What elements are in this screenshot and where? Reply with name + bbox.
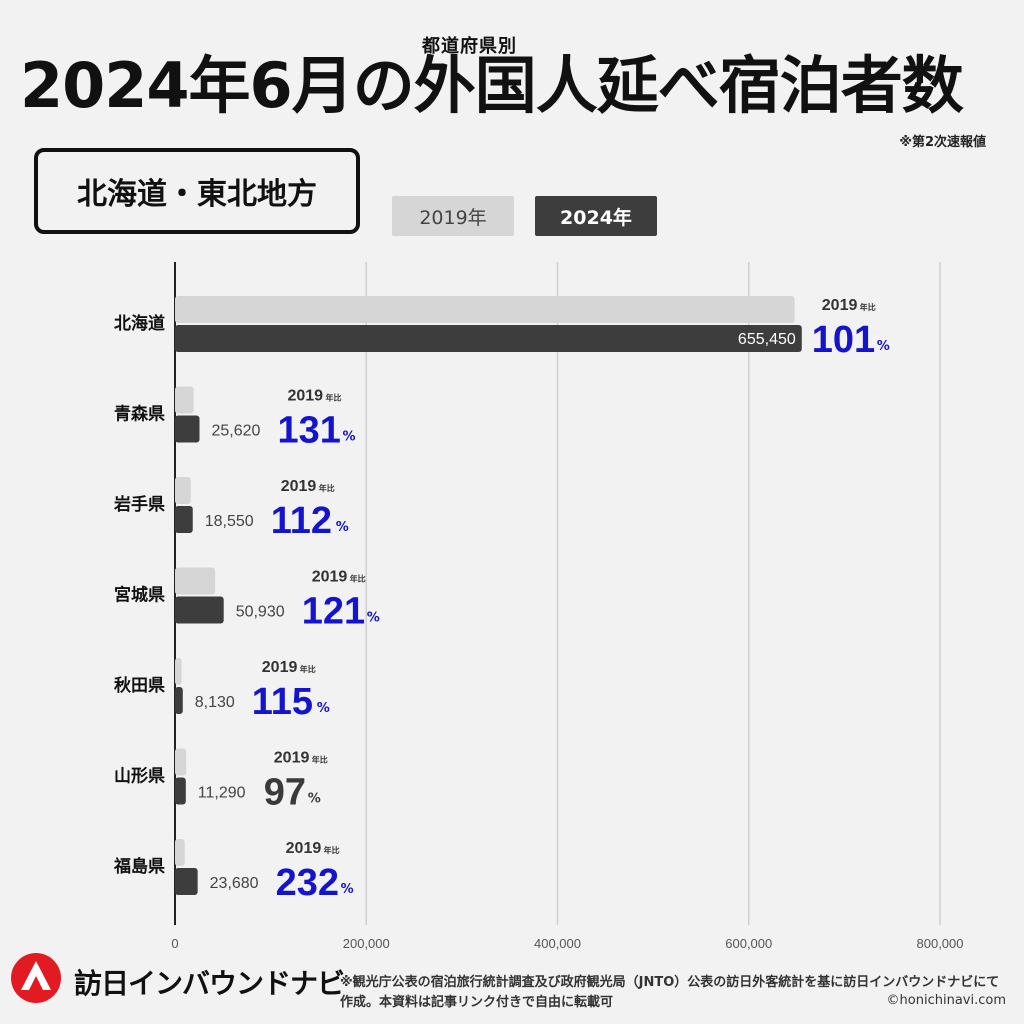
ratio-percent-sign: % <box>308 792 321 807</box>
value-label-2024: 25,620 <box>211 423 260 440</box>
ratio-value: 97 <box>264 772 306 814</box>
value-label-2024: 8,130 <box>195 694 235 711</box>
ratio-percent-sign: % <box>342 430 355 445</box>
region-label: 北海道・東北地方 <box>34 148 360 234</box>
legend-2019: 2019年 <box>392 196 514 236</box>
ratio-value: 121 <box>302 591 365 633</box>
category-label: 岩手県 <box>113 494 165 515</box>
brand-name: 訪日インバウンドナビ <box>74 967 345 1000</box>
category-label: 秋田県 <box>114 675 165 696</box>
x-tick-label: 0 <box>171 936 178 951</box>
ratio-value: 131 <box>277 410 340 452</box>
title-subheading: 都道府県別 <box>422 36 517 57</box>
bar-chart: 0 200,000 400,000 600,000 800,000 北海道 655,450 2… <box>113 262 964 951</box>
ratio-percent-sign: % <box>336 520 349 535</box>
comparison-suffix: 年比 <box>325 393 341 403</box>
comparison-year: 2019 <box>287 388 323 405</box>
ratio-value: 232 <box>276 862 339 904</box>
legend-2024: 2024年 <box>535 196 657 236</box>
bar-2024 <box>175 415 200 443</box>
value-label-2024: 11,290 <box>198 785 246 802</box>
brand-logo-icon <box>11 953 61 1003</box>
source-note: ※観光庁公表の宿泊旅行統計調査及び政府観光局（JNTO）公表の訪日外客統計を基に… <box>340 975 1000 1010</box>
bar-2019 <box>175 386 194 414</box>
comparison-year: 2019 <box>822 297 858 314</box>
comparison-year: 2019 <box>312 569 348 586</box>
value-label-2024: 50,930 <box>236 604 285 621</box>
comparison-year: 2019 <box>281 478 317 495</box>
page-title: 2024年6月の外国人延べ宿泊者数 <box>20 49 964 122</box>
ratio-value: 115 <box>252 681 313 723</box>
bar-2024 <box>175 325 802 352</box>
ratio-value: 101 <box>812 319 875 361</box>
bar-2019 <box>175 296 795 323</box>
x-tick-label: 800,000 <box>917 936 964 951</box>
bar-2019 <box>175 567 216 595</box>
bar-2024 <box>175 506 193 533</box>
comparison-suffix: 年比 <box>324 845 340 855</box>
comparison-year: 2019 <box>274 750 310 767</box>
x-tick-label: 400,000 <box>534 936 581 951</box>
copyright: ©honichinavi.com <box>886 993 1006 1008</box>
comparison-year: 2019 <box>262 659 298 676</box>
bar-2024 <box>175 596 224 624</box>
comparison-suffix: 年比 <box>350 574 366 584</box>
comparison-suffix: 年比 <box>312 755 328 765</box>
ratio-value: 112 <box>271 500 332 542</box>
ratio-percent-sign: % <box>367 611 380 626</box>
ratio-percent-sign: % <box>877 339 890 354</box>
value-label-2024: 655,450 <box>738 331 796 348</box>
bar-2024 <box>175 868 198 895</box>
preliminary-note: ※第2次速報値 <box>899 135 986 150</box>
category-label: 青森県 <box>114 404 165 425</box>
bar-2019 <box>175 839 185 866</box>
category-label: 北海道 <box>114 313 165 334</box>
x-tick-label: 200,000 <box>343 936 390 951</box>
bar-2024 <box>175 687 183 714</box>
bar-2019 <box>175 477 191 504</box>
category-label: 福島県 <box>113 856 165 877</box>
comparison-suffix: 年比 <box>319 483 335 493</box>
value-label-2024: 23,680 <box>210 875 259 892</box>
category-label: 宮城県 <box>114 585 165 606</box>
category-label: 山形県 <box>114 766 165 787</box>
comparison-suffix: 年比 <box>300 664 316 674</box>
value-label-2024: 18,550 <box>205 513 254 530</box>
bar-2019 <box>175 748 187 776</box>
bar-2019 <box>175 658 182 685</box>
bar-2024 <box>175 777 186 805</box>
comparison-year: 2019 <box>286 840 322 857</box>
comparison-suffix: 年比 <box>860 302 876 312</box>
ratio-percent-sign: % <box>317 701 330 716</box>
x-tick-label: 600,000 <box>725 936 772 951</box>
ratio-percent-sign: % <box>341 882 354 897</box>
